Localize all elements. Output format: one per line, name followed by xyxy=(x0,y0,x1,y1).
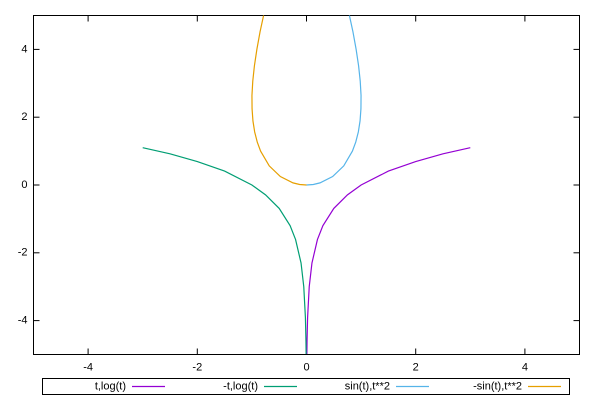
legend-label: -t,log(t) xyxy=(223,380,258,392)
x-tick-label: -2 xyxy=(192,361,202,373)
x-tick-label: 4 xyxy=(522,361,528,373)
x-tick-label: 2 xyxy=(413,361,419,373)
line xyxy=(306,15,362,186)
legend-label: sin(t),t**2 xyxy=(345,380,390,392)
line xyxy=(142,147,307,354)
x-tick-label: -4 xyxy=(83,361,93,373)
y-tick-label: 0 xyxy=(21,179,27,191)
plot-area xyxy=(142,15,471,354)
legend-label: -sin(t),t**2 xyxy=(473,380,522,392)
y-tick-label: 2 xyxy=(21,111,27,123)
x-tick-label: 0 xyxy=(303,361,309,373)
line xyxy=(251,15,307,186)
legend-box xyxy=(42,378,570,395)
y-tick-label: -4 xyxy=(18,315,28,327)
y-tick-label: -2 xyxy=(18,247,28,259)
y-tick-label: 4 xyxy=(21,43,27,55)
legend-label: t,log(t) xyxy=(95,380,126,392)
line xyxy=(306,147,471,354)
